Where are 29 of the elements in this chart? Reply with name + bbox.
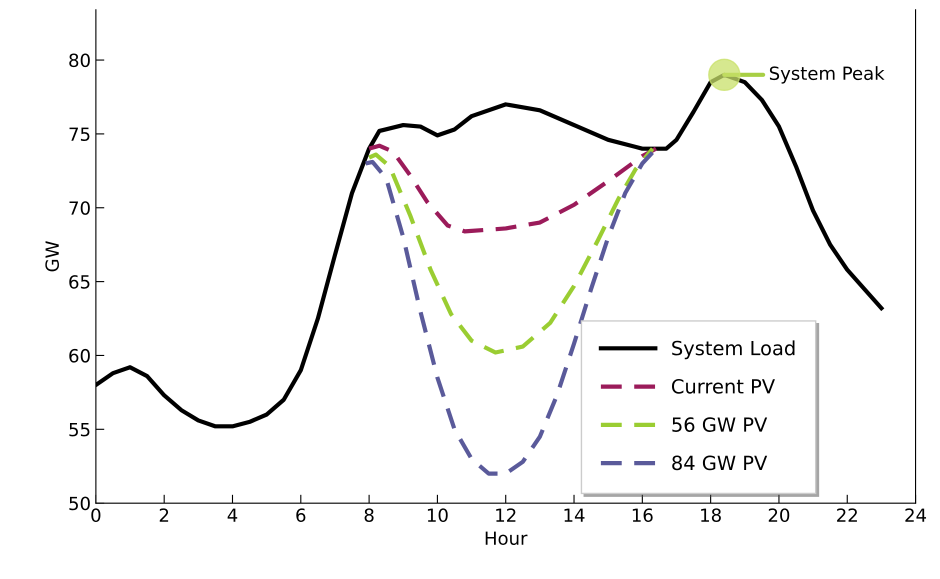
x-tick-label: 12 — [496, 508, 516, 522]
x-tick-label: 6 — [296, 508, 306, 522]
y-axis-title: GW — [45, 241, 59, 272]
y-tick-label: 60 — [69, 348, 90, 363]
legend-label: Current PV — [672, 378, 775, 394]
x-tick-label: 22 — [837, 508, 857, 522]
y-tick-label: 65 — [69, 275, 90, 289]
legend-label: System Load — [672, 340, 794, 360]
x-axis-title: Hour — [486, 532, 528, 546]
y-tick-label: 55 — [69, 423, 90, 436]
line-series — [367, 146, 655, 355]
legend-label: 56 GW PV — [672, 417, 768, 432]
x-tick-label: 4 — [228, 508, 238, 522]
x-tick-label: 16 — [632, 508, 653, 522]
x-tick-label: 18 — [701, 508, 721, 522]
annotation: System Peak — [770, 66, 885, 84]
x-tick-label: 10 — [428, 508, 448, 522]
x-tick-label: 14 — [564, 508, 584, 522]
line-series — [367, 144, 658, 234]
y-tick-label: 80 — [69, 54, 90, 68]
x-tick-label: 20 — [768, 508, 790, 522]
y-tick-label: 70 — [70, 201, 90, 215]
x-tick-label: 2 — [160, 508, 168, 522]
x-tick-label: 0 — [91, 508, 100, 522]
legend-label: 84 GW PV — [672, 456, 768, 470]
y-tick-label: 50 — [69, 496, 90, 510]
x-tick-label: 8 — [364, 508, 374, 522]
x-tick-label: 24 — [905, 508, 926, 522]
y-tick-label: 75 — [70, 128, 90, 142]
